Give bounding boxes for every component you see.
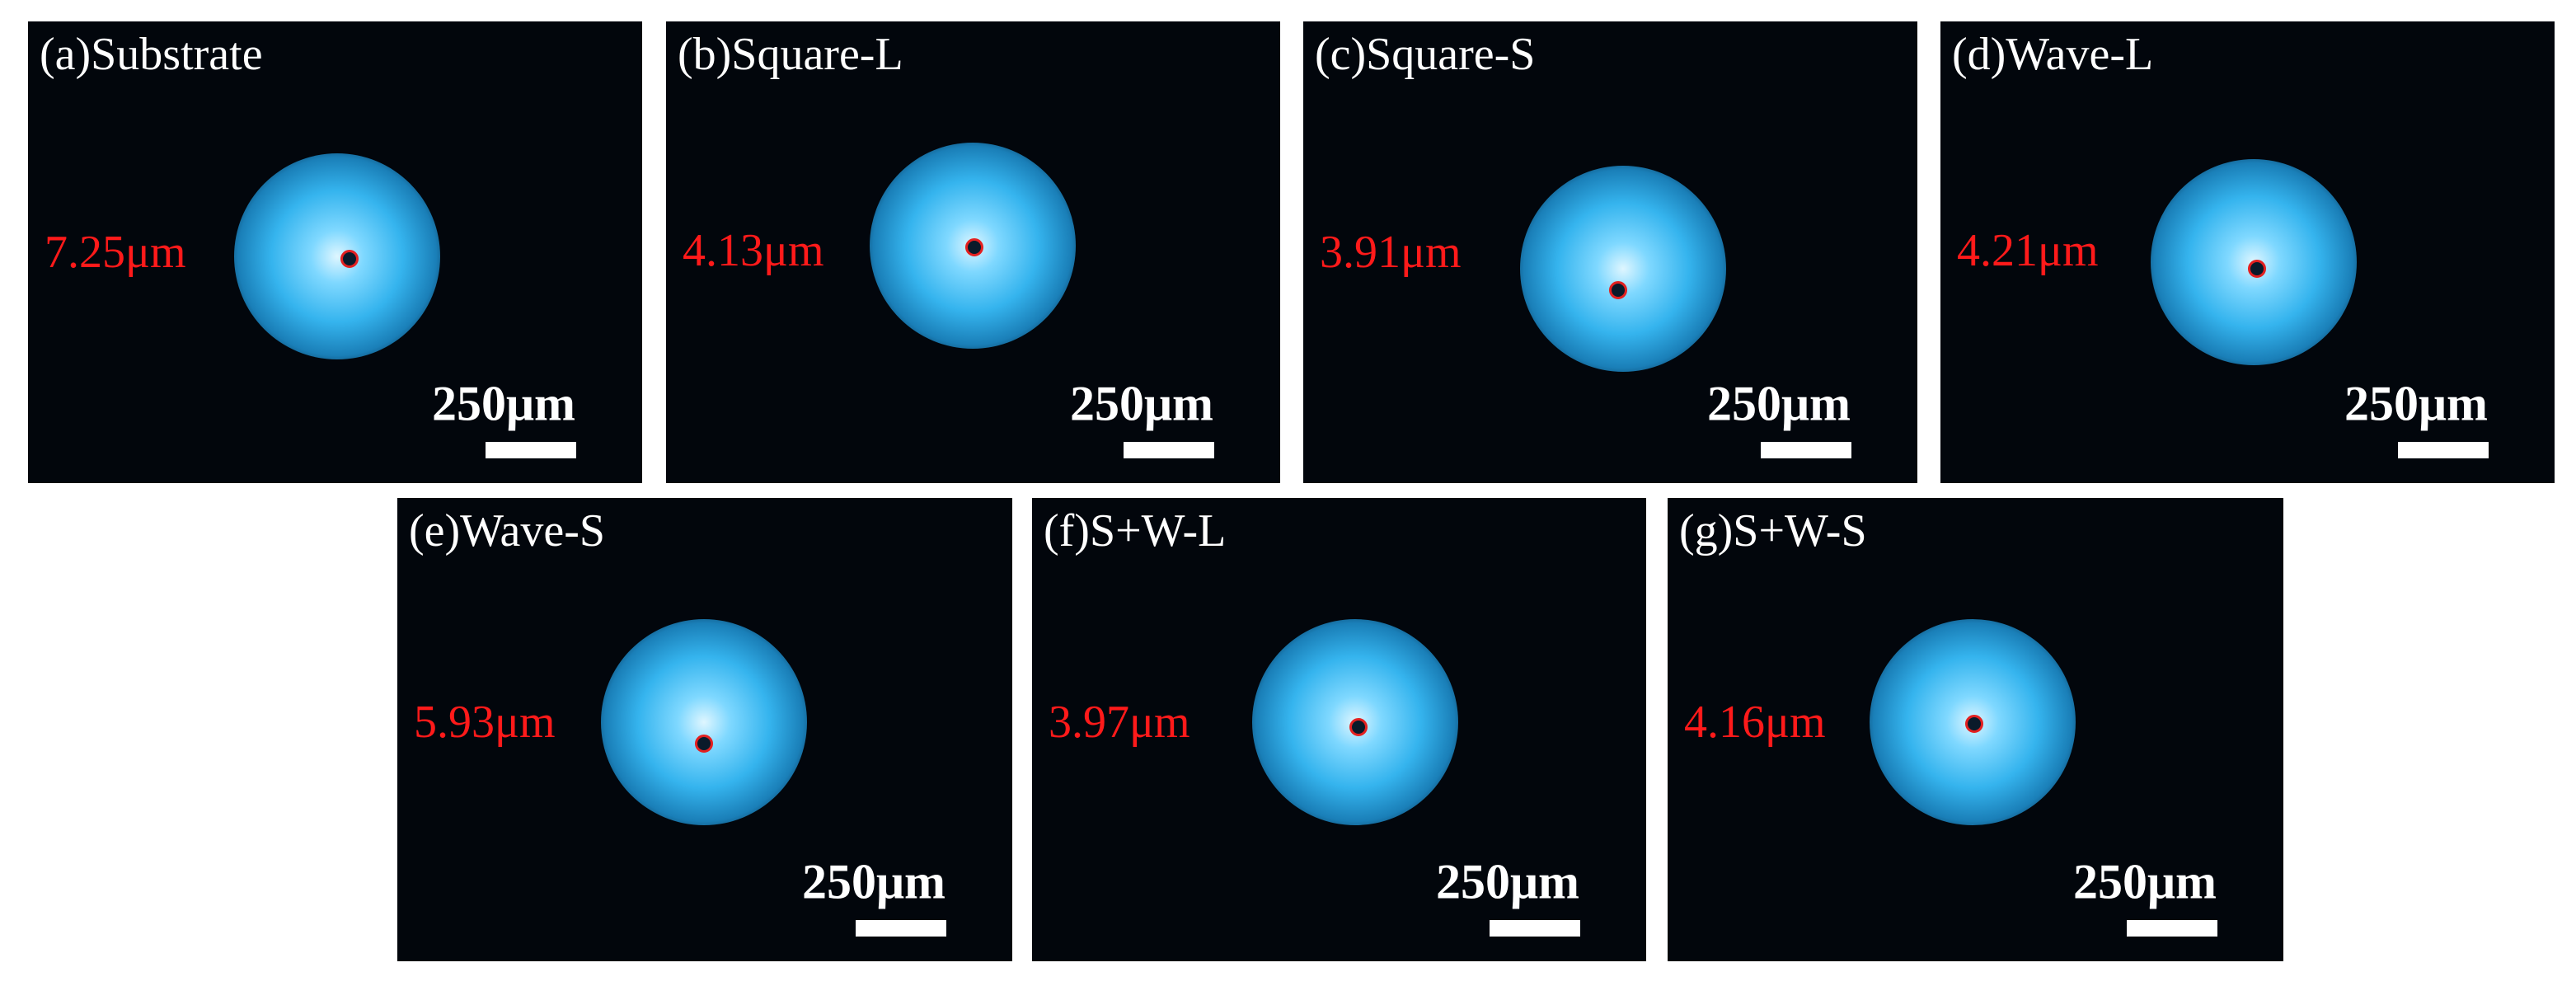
- scale-bar-label: 250μm: [1707, 376, 1851, 431]
- measurement-marker: [965, 238, 983, 256]
- panel-label: (g)S+W-S: [1679, 505, 1867, 556]
- measurement-label: 3.97μm: [1049, 697, 1190, 748]
- scale-bar: [1490, 920, 1580, 937]
- micrograph-panel: (b)Square-L 4.13μm 250μm: [666, 21, 1280, 483]
- panel-label: (d)Wave-L: [1952, 29, 2154, 80]
- scale-bar: [1761, 442, 1851, 458]
- measurement-marker: [695, 735, 713, 753]
- measurement-label: 4.21μm: [1957, 225, 2099, 276]
- light-spot: [1520, 166, 1726, 372]
- measurement-label: 3.91μm: [1320, 227, 1462, 278]
- micrograph-panel: (g)S+W-S 4.16μm 250μm: [1668, 498, 2283, 961]
- scale-bar-label: 250μm: [2073, 854, 2217, 909]
- micrograph-panel: (e)Wave-S 5.93μm 250μm: [397, 498, 1012, 961]
- panel-label: (b)Square-L: [678, 29, 903, 80]
- measurement-marker: [2248, 260, 2266, 278]
- panel-label: (c)Square-S: [1315, 29, 1536, 80]
- measurement-label: 4.13μm: [683, 225, 824, 276]
- scale-bar: [486, 442, 576, 458]
- micrograph-panel: (f)S+W-L 3.97μm 250μm: [1032, 498, 1646, 961]
- scale-bar: [2398, 442, 2489, 458]
- scale-bar-label: 250μm: [1436, 854, 1579, 909]
- measurement-marker: [1965, 715, 1983, 733]
- scale-bar-label: 250μm: [802, 854, 945, 909]
- micrograph-panel: (c)Square-S 3.91μm 250μm: [1303, 21, 1917, 483]
- scale-bar-label: 250μm: [432, 376, 575, 431]
- scale-bar-label: 250μm: [2344, 376, 2488, 431]
- micrograph-panel: (a)Substrate 7.25μm 250μm: [28, 21, 642, 483]
- panel-label: (a)Substrate: [40, 29, 263, 80]
- panel-label: (e)Wave-S: [409, 505, 606, 556]
- scale-bar: [1124, 442, 1214, 458]
- micrograph-panel: (d)Wave-L 4.21μm 250μm: [1940, 21, 2555, 483]
- measurement-label: 4.16μm: [1684, 697, 1826, 748]
- light-spot: [234, 153, 440, 359]
- measurement-marker: [1609, 281, 1627, 299]
- scale-bar: [856, 920, 946, 937]
- measurement-label: 5.93μm: [414, 697, 556, 748]
- measurement-marker: [340, 250, 359, 268]
- scale-bar: [2127, 920, 2217, 937]
- scale-bar-label: 250μm: [1070, 376, 1213, 431]
- light-spot: [601, 619, 807, 825]
- panel-label: (f)S+W-L: [1044, 505, 1227, 556]
- measurement-marker: [1349, 718, 1368, 736]
- measurement-label: 7.25μm: [45, 227, 186, 278]
